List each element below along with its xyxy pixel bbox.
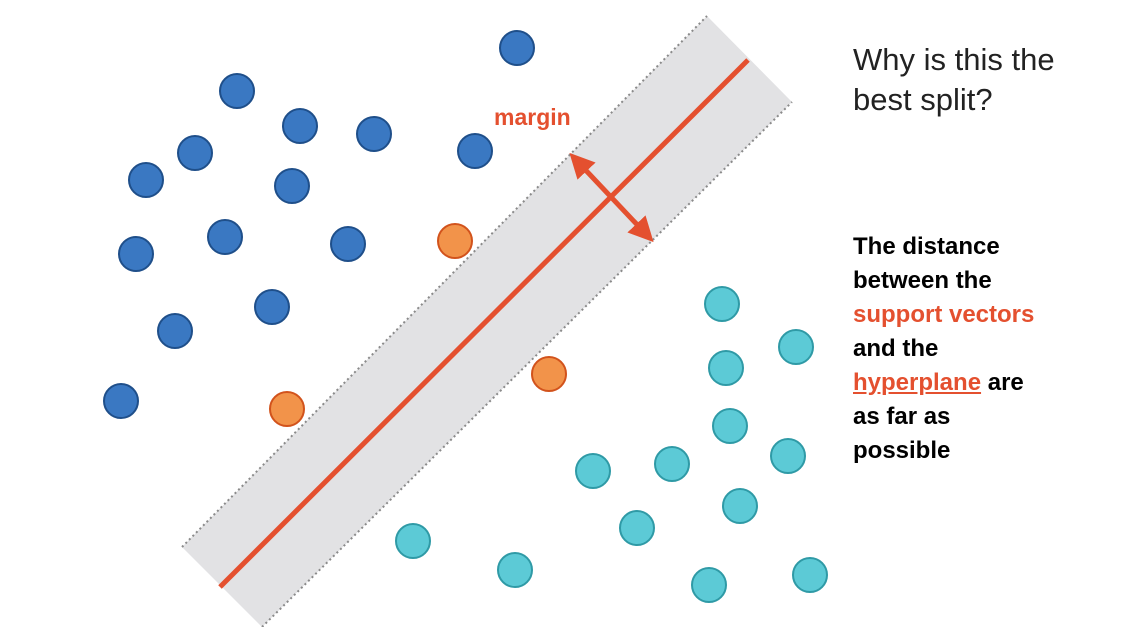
support-vector-point bbox=[531, 356, 567, 392]
class-a-point bbox=[282, 108, 318, 144]
class-b-point bbox=[722, 488, 758, 524]
class-a-point bbox=[128, 162, 164, 198]
explanation-line: possible bbox=[853, 437, 951, 464]
class-b-point bbox=[770, 438, 806, 474]
class-a-point bbox=[207, 219, 243, 255]
class-b-point bbox=[575, 453, 611, 489]
class-b-point bbox=[712, 408, 748, 444]
hyperplane-line bbox=[218, 58, 750, 589]
explanation-line: The distance bbox=[853, 233, 1000, 260]
support-vector-point bbox=[269, 391, 305, 427]
explanation-line: hyperplane are bbox=[853, 366, 1113, 400]
class-a-point bbox=[330, 226, 366, 262]
class-b-point bbox=[792, 557, 828, 593]
class-a-point bbox=[118, 236, 154, 272]
class-a-points bbox=[103, 30, 535, 419]
margin-label: margin bbox=[494, 104, 571, 130]
class-a-point bbox=[103, 383, 139, 419]
class-a-point bbox=[457, 133, 493, 169]
class-b-point bbox=[619, 510, 655, 546]
class-a-point bbox=[219, 73, 255, 109]
class-a-point bbox=[356, 116, 392, 152]
class-a-point bbox=[157, 313, 193, 349]
hyperplane-term: hyperplane bbox=[853, 369, 982, 396]
class-b-point bbox=[654, 446, 690, 482]
explanation-line: and the bbox=[853, 335, 939, 362]
class-b-point bbox=[704, 286, 740, 322]
support-vector-point bbox=[437, 223, 473, 259]
question-text: Why is this the best split? bbox=[853, 42, 1055, 117]
explanation-line: between the bbox=[853, 267, 992, 294]
explanation-line-rest: are bbox=[981, 369, 1024, 396]
class-b-point bbox=[778, 329, 814, 365]
class-b-point bbox=[497, 552, 533, 588]
class-b-point bbox=[395, 523, 431, 559]
explanation-line: as far as bbox=[853, 403, 951, 430]
class-a-point bbox=[499, 30, 535, 66]
class-a-point bbox=[274, 168, 310, 204]
margin-boundary-lower bbox=[261, 101, 793, 627]
support-vectors-term: support vectors bbox=[853, 301, 1035, 328]
class-b-points bbox=[395, 286, 828, 603]
class-b-point bbox=[708, 350, 744, 386]
class-a-point bbox=[177, 135, 213, 171]
margin-arrow bbox=[569, 152, 654, 243]
explanation-text: The distance between the support vectors… bbox=[853, 230, 1113, 468]
class-b-point bbox=[691, 567, 727, 603]
support-vector-points bbox=[269, 223, 567, 427]
class-a-point bbox=[254, 289, 290, 325]
